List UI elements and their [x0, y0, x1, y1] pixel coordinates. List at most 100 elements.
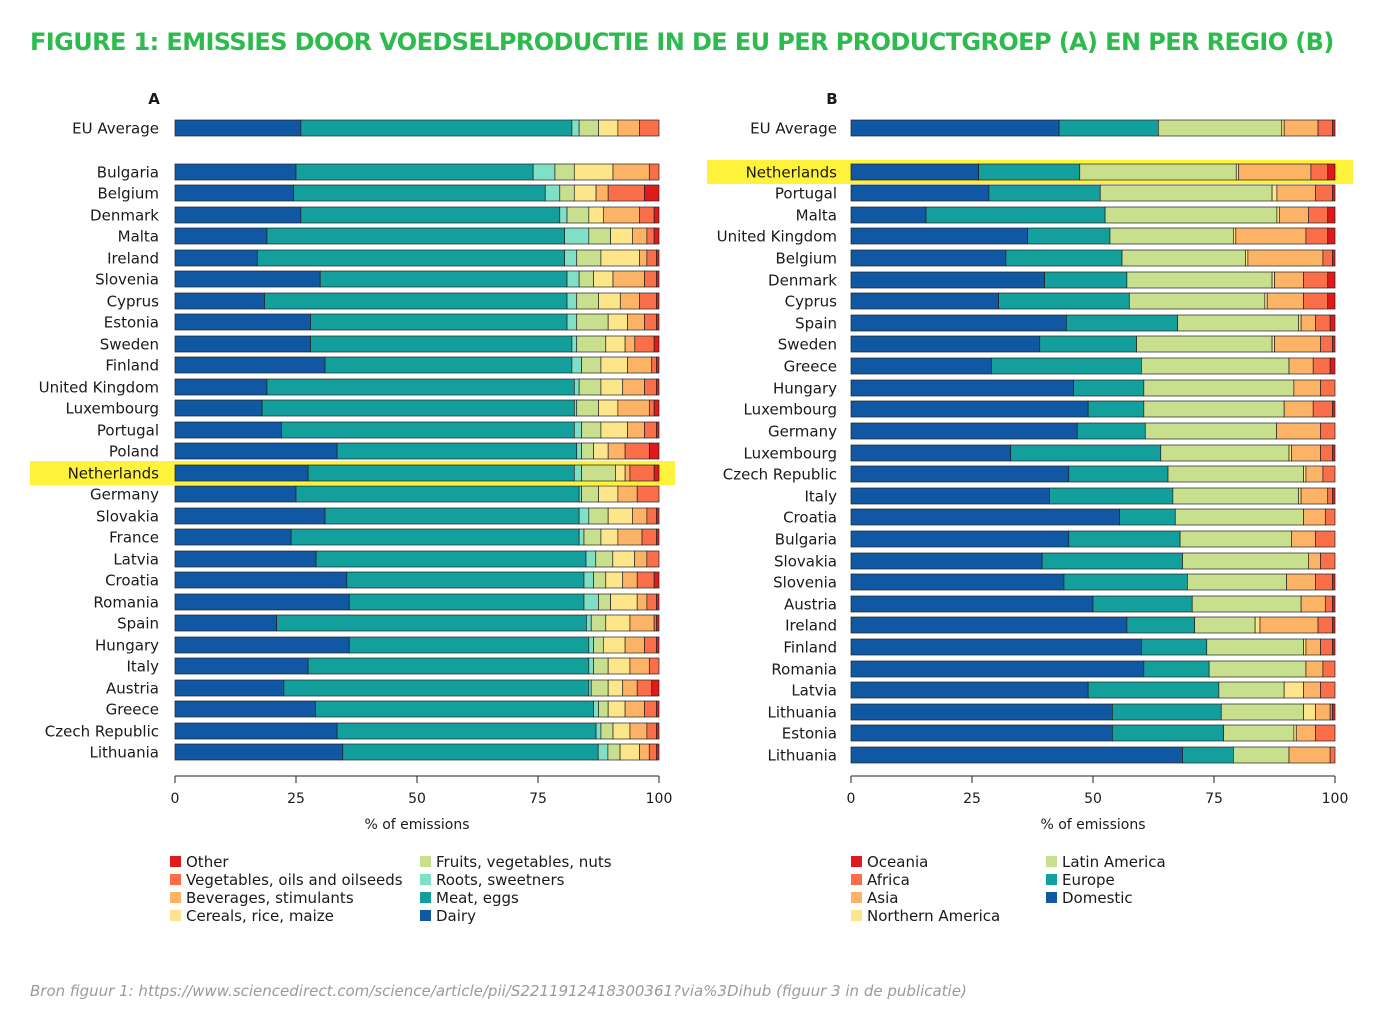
bar-row: [174, 356, 660, 374]
bar-segment: [850, 573, 1065, 591]
bar-row: [174, 292, 660, 310]
bar-segment: [310, 313, 568, 331]
category-label: Netherlands: [68, 465, 160, 483]
bar-segment: [646, 550, 660, 568]
category-label: Slovenia: [773, 574, 837, 592]
bar-segment: [1276, 422, 1321, 440]
bar-segment: [1143, 379, 1295, 397]
legend-label: Vegetables, oils and oilseeds: [186, 871, 403, 889]
bar-segment: [1320, 681, 1336, 699]
bar-segment: [648, 743, 657, 761]
bar-segment: [1160, 444, 1290, 462]
bar-segment: [850, 552, 1043, 570]
bar-segment: [1332, 119, 1336, 137]
bar-segment: [850, 335, 1041, 353]
bar-segment: [850, 379, 1074, 397]
bar-segment: [644, 270, 657, 288]
bar-segment: [581, 356, 602, 374]
bar-segment: [1315, 573, 1333, 591]
bar-segment: [1187, 573, 1287, 591]
category-label: Romania: [771, 661, 837, 679]
bar-segment: [1317, 119, 1333, 137]
bar-segment: [1058, 119, 1159, 137]
bar-segment: [629, 464, 655, 482]
bar-segment: [648, 399, 655, 417]
category-label: Estonia: [782, 725, 837, 743]
bar-segment: [1300, 487, 1329, 505]
bar-segment: [1315, 314, 1331, 332]
bar-segment: [850, 163, 979, 181]
category-label: Hungary: [95, 637, 159, 655]
bar-segment: [619, 292, 640, 310]
bar-row: [174, 184, 660, 202]
bar-segment: [656, 614, 660, 632]
category-label: France: [109, 529, 159, 547]
bar-segment: [1128, 292, 1266, 310]
bar-segment: [1327, 271, 1336, 289]
bar-segment: [1303, 703, 1316, 721]
bar-segment: [656, 270, 660, 288]
bar-segment: [174, 679, 285, 697]
bar-segment: [1312, 400, 1333, 418]
category-label: Lithuania: [768, 747, 837, 765]
bar-segment: [174, 722, 338, 740]
category-label: Cyprus: [107, 293, 160, 311]
bar-segment: [1276, 184, 1316, 202]
bar-row: [174, 743, 660, 761]
category-label: Spain: [117, 615, 159, 633]
legend-label: Fruits, vegetables, nuts: [436, 853, 612, 871]
legend-label: Roots, sweetners: [436, 871, 565, 889]
x-tick-label: 0: [847, 791, 856, 807]
bar-segment: [600, 356, 628, 374]
bar-segment: [1332, 638, 1336, 656]
bar-segment: [656, 636, 660, 654]
bar-segment: [588, 206, 604, 224]
category-label: Malta: [118, 228, 159, 246]
figure-title: FIGURE 1: EMISSIES DOOR VOEDSELPRODUCTIE…: [30, 28, 1334, 56]
bar-segment: [1092, 595, 1193, 613]
bar-segment: [593, 700, 599, 718]
category-label: Hungary: [773, 380, 837, 398]
bar-segment: [617, 119, 640, 137]
category-label: Estonia: [104, 314, 159, 332]
bar-segment: [1329, 357, 1336, 375]
bar-segment: [1049, 487, 1174, 505]
bar-segment: [636, 485, 660, 503]
bar-segment: [653, 614, 657, 632]
bar-segment: [573, 184, 597, 202]
category-label: Italy: [126, 658, 159, 676]
category-label: Sweden: [778, 336, 837, 354]
category-label: Finland: [783, 639, 837, 657]
bar-segment: [656, 421, 660, 439]
bar-segment: [1283, 400, 1314, 418]
bar-row: [850, 465, 1336, 483]
bar-row: [850, 487, 1336, 505]
category-label: Ireland: [107, 250, 159, 268]
bar-segment: [1332, 184, 1336, 202]
bar-segment: [624, 700, 645, 718]
legend-swatch: [170, 856, 181, 867]
bar-segment: [627, 421, 645, 439]
category-label: Ireland: [785, 617, 837, 635]
bar-row: [174, 249, 660, 267]
bar-segment: [290, 528, 580, 546]
legend-label: Domestic: [1062, 889, 1133, 907]
bar-segment: [607, 657, 631, 675]
category-label: Greece: [106, 701, 159, 719]
legend-label: Meat, eggs: [436, 889, 519, 907]
category-label: EU Average: [72, 120, 159, 138]
category-label: Cyprus: [785, 293, 838, 311]
bar-segment: [656, 356, 660, 374]
bar-row: [850, 638, 1336, 656]
bar-segment: [174, 700, 316, 718]
legend-label: Oceania: [867, 853, 928, 871]
bar-segment: [639, 119, 660, 137]
bar-segment: [566, 206, 590, 224]
category-label: Lithuania: [90, 744, 159, 762]
category-label: Czech Republic: [45, 723, 159, 741]
bar-segment: [307, 657, 590, 675]
bar-segment: [266, 227, 565, 245]
bar-segment: [1220, 703, 1304, 721]
bar-segment: [588, 507, 609, 525]
